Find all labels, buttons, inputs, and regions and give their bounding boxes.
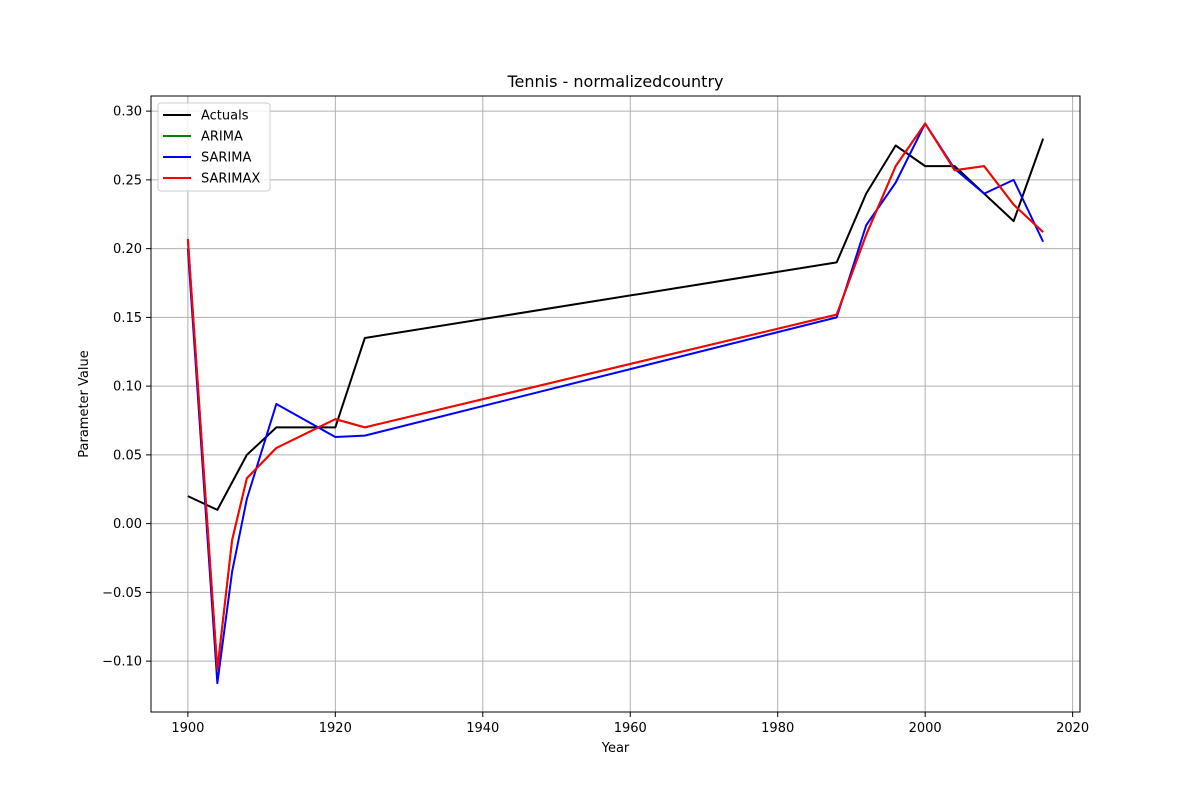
y-tick-label: 0.25 — [113, 173, 142, 188]
x-tick-label: 1980 — [761, 721, 794, 736]
legend-label-arima: ARIMA — [201, 130, 243, 145]
legend-label-sarimax: SARIMAX — [201, 172, 260, 187]
grid — [151, 96, 1080, 712]
legend-label-actuals: Actuals — [201, 109, 249, 124]
y-axis-label: Parameter Value — [77, 350, 92, 457]
legend-label-sarima: SARIMA — [201, 151, 251, 166]
y-tick-label: 0.05 — [113, 448, 142, 463]
y-tick-label: 0.10 — [113, 380, 142, 395]
x-tick-label: 2020 — [1056, 721, 1089, 736]
legend: Actuals ARIMA SARIMA SARIMAX — [157, 102, 271, 192]
series-lines — [186, 122, 1045, 685]
x-tick-label: 1920 — [319, 721, 352, 736]
y-tick-label: 0.20 — [113, 242, 142, 257]
series-line-sarima — [186, 122, 1045, 685]
x-tick-label: 1960 — [614, 721, 647, 736]
series-line-sarimax — [186, 122, 1044, 671]
x-tick-label: 1940 — [466, 721, 499, 736]
x-tick-label: 1900 — [171, 721, 204, 736]
chart-title: Tennis - normalizedcountry — [507, 72, 724, 91]
legend-box — [157, 102, 271, 192]
x-axis-label: Year — [601, 741, 630, 756]
y-tick-label: 0.30 — [113, 105, 142, 120]
y-tick-label: 0.15 — [113, 311, 142, 326]
y-tick-label: −0.10 — [102, 655, 142, 670]
axis-ticks: 1900 1920 1940 1960 1980 2000 2020 −0.10 −0.05 0.… — [102, 105, 1089, 736]
plot-frame — [150, 95, 1081, 713]
y-tick-label: 0.00 — [113, 517, 142, 532]
x-tick-label: 2000 — [909, 721, 942, 736]
y-tick-label: −0.05 — [102, 586, 142, 601]
